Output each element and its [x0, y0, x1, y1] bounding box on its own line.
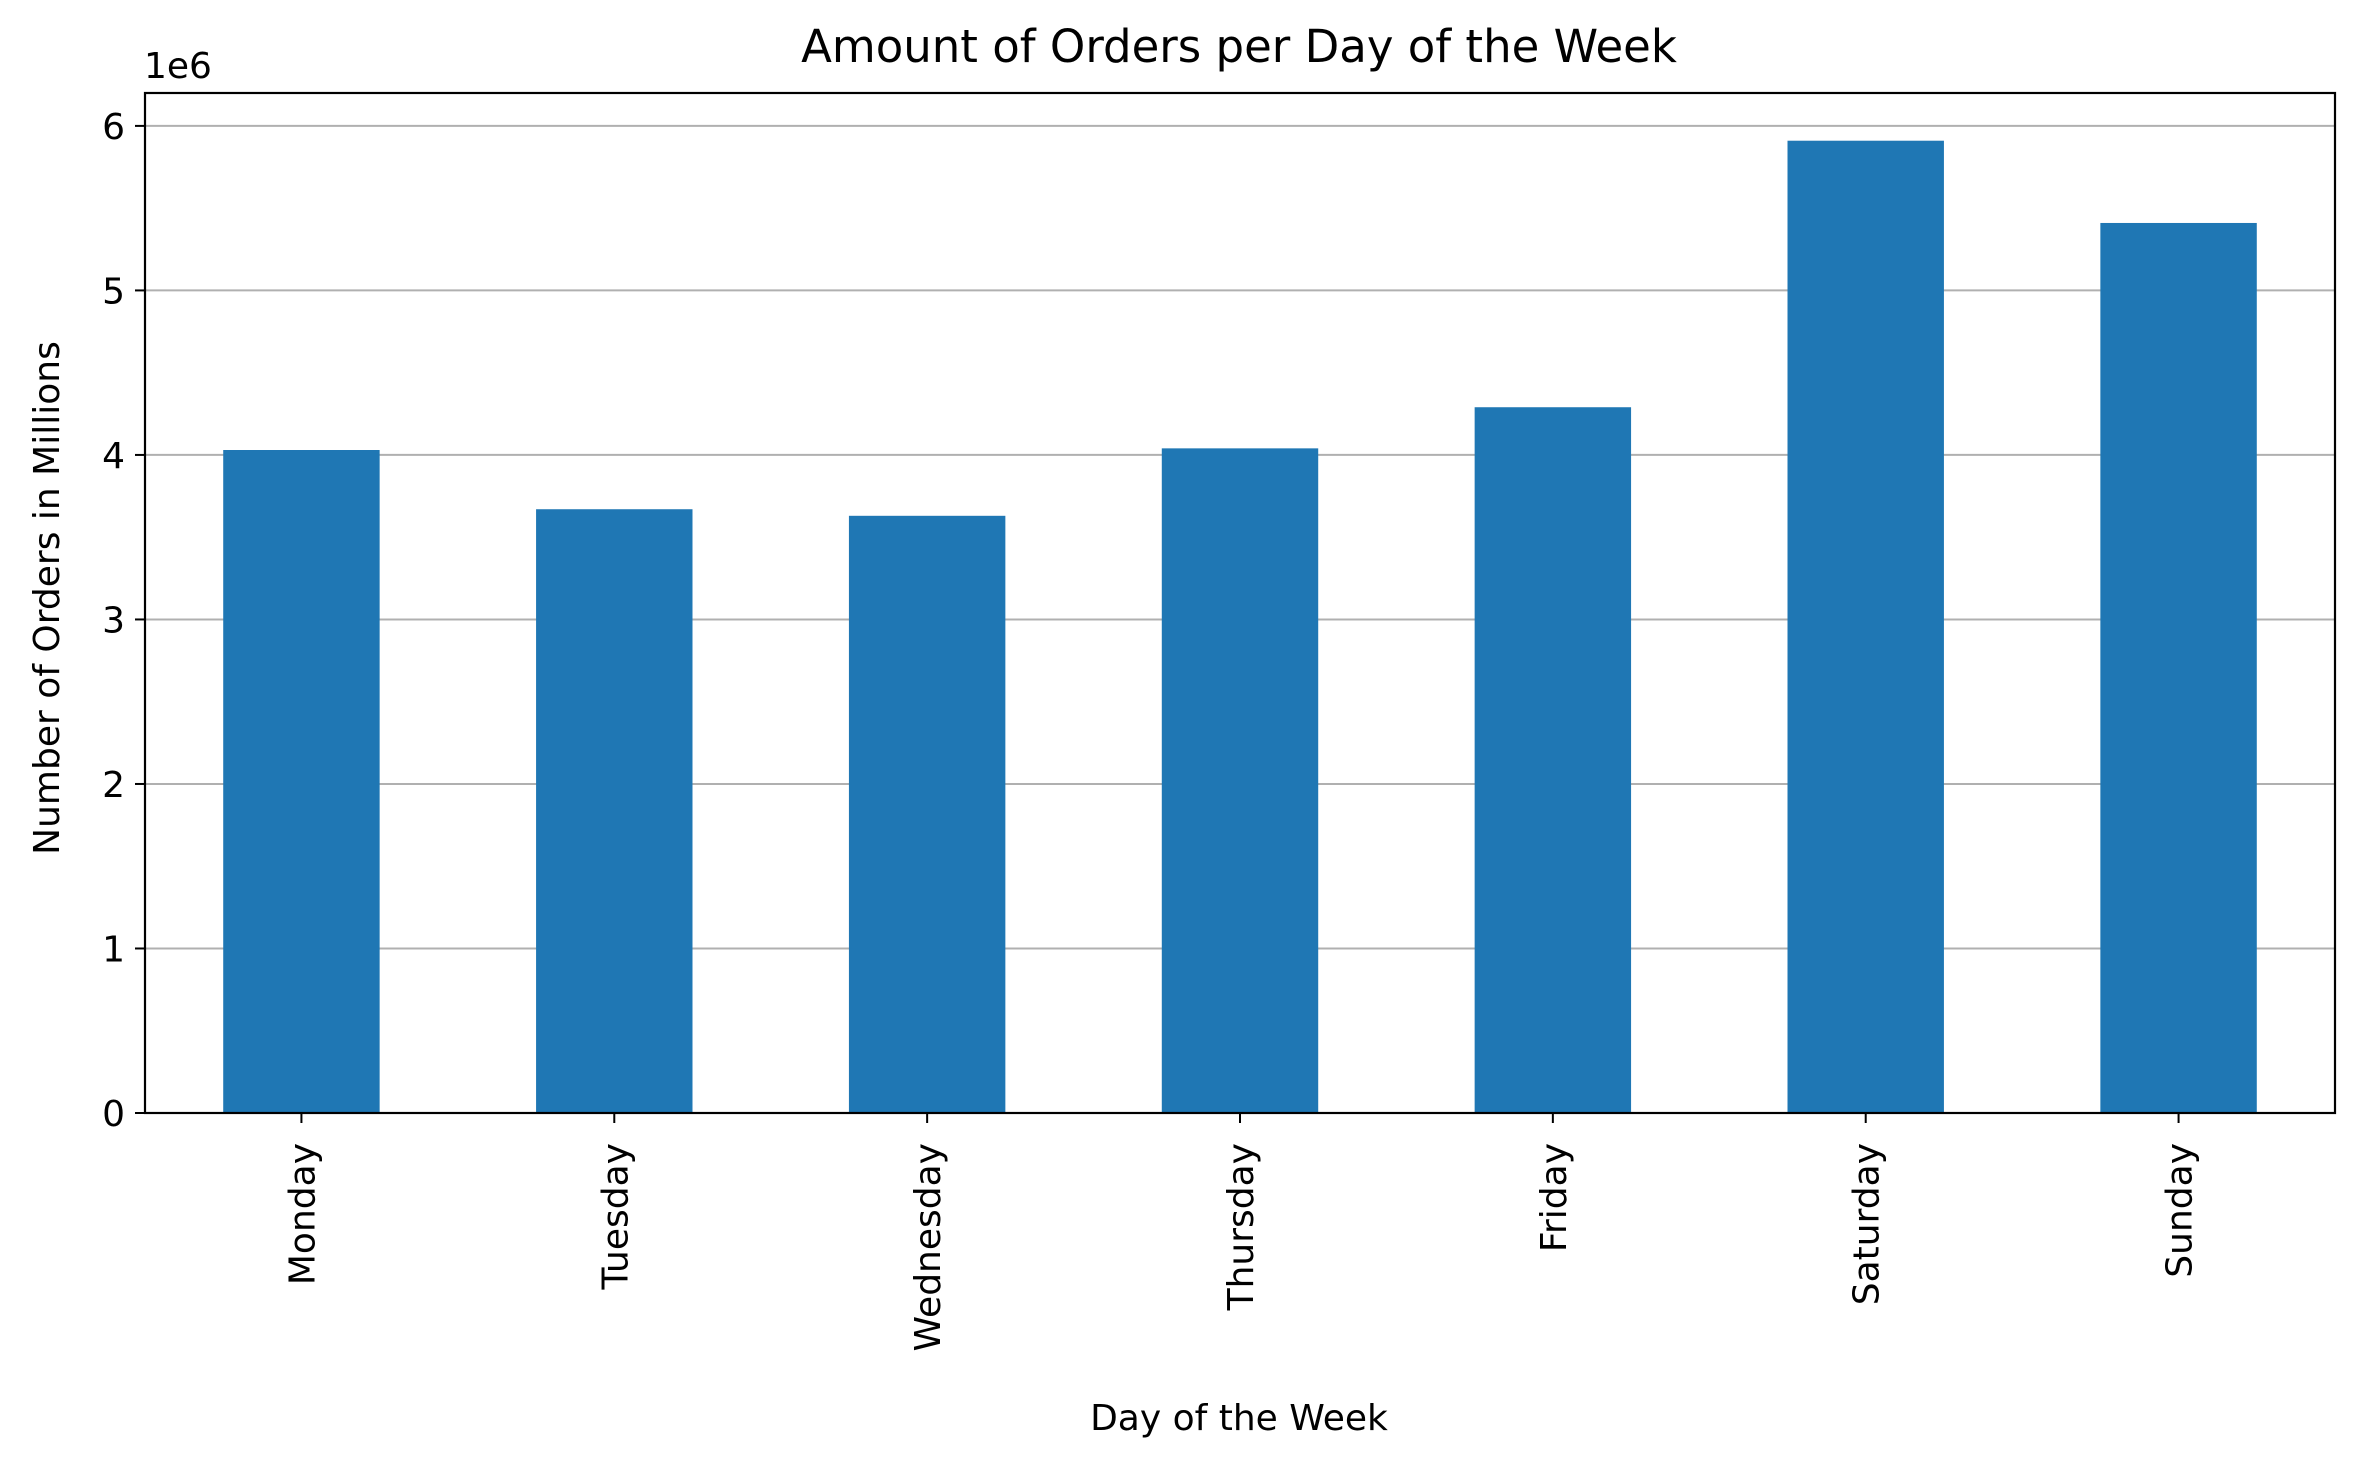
- y-tick-label: 5: [102, 271, 125, 312]
- x-tick-label-sunday: Sunday: [2160, 1143, 2201, 1278]
- y-axis-offset-label: 1e6: [144, 46, 212, 87]
- bar-series: [223, 140, 2257, 1114]
- x-tick-label-saturday: Saturday: [1847, 1143, 1888, 1305]
- bar-saturday: [1787, 140, 1944, 1114]
- x-tick-label-tuesday: Tuesday: [595, 1143, 636, 1290]
- x-tick-label-thursday: Thursday: [1221, 1143, 1262, 1311]
- bar-sunday: [2100, 222, 2257, 1113]
- x-axis-ticks: Monday Tuesday Wednesday Thursday Friday Satu…: [282, 1113, 2201, 1351]
- y-axis-ticks: 0 1 2 3 4 5 6: [102, 107, 145, 1135]
- y-tick-label: 3: [102, 600, 125, 641]
- bar-monday: [223, 450, 380, 1113]
- x-tick-label-friday: Friday: [1534, 1143, 1575, 1252]
- x-axis-label: Day of the Week: [1090, 1398, 1388, 1439]
- y-tick-label: 6: [102, 107, 125, 148]
- bar-tuesday: [536, 509, 693, 1113]
- bar-thursday: [1161, 448, 1319, 1113]
- y-axis-label: Number of Orders in Millions: [27, 341, 68, 855]
- y-tick-label: 4: [102, 436, 125, 477]
- x-tick-label-wednesday: Wednesday: [908, 1143, 949, 1351]
- x-tick-label-monday: Monday: [282, 1143, 323, 1285]
- bar-wednesday: [848, 515, 1006, 1113]
- bar-friday: [1474, 407, 1632, 1113]
- plot-frame: [143, 91, 2337, 1115]
- chart-title: Amount of Orders per Day of the Week: [801, 20, 1677, 73]
- y-tick-label: 2: [102, 765, 125, 806]
- y-tick-label: 0: [102, 1094, 125, 1135]
- y-tick-label: 1: [102, 929, 125, 970]
